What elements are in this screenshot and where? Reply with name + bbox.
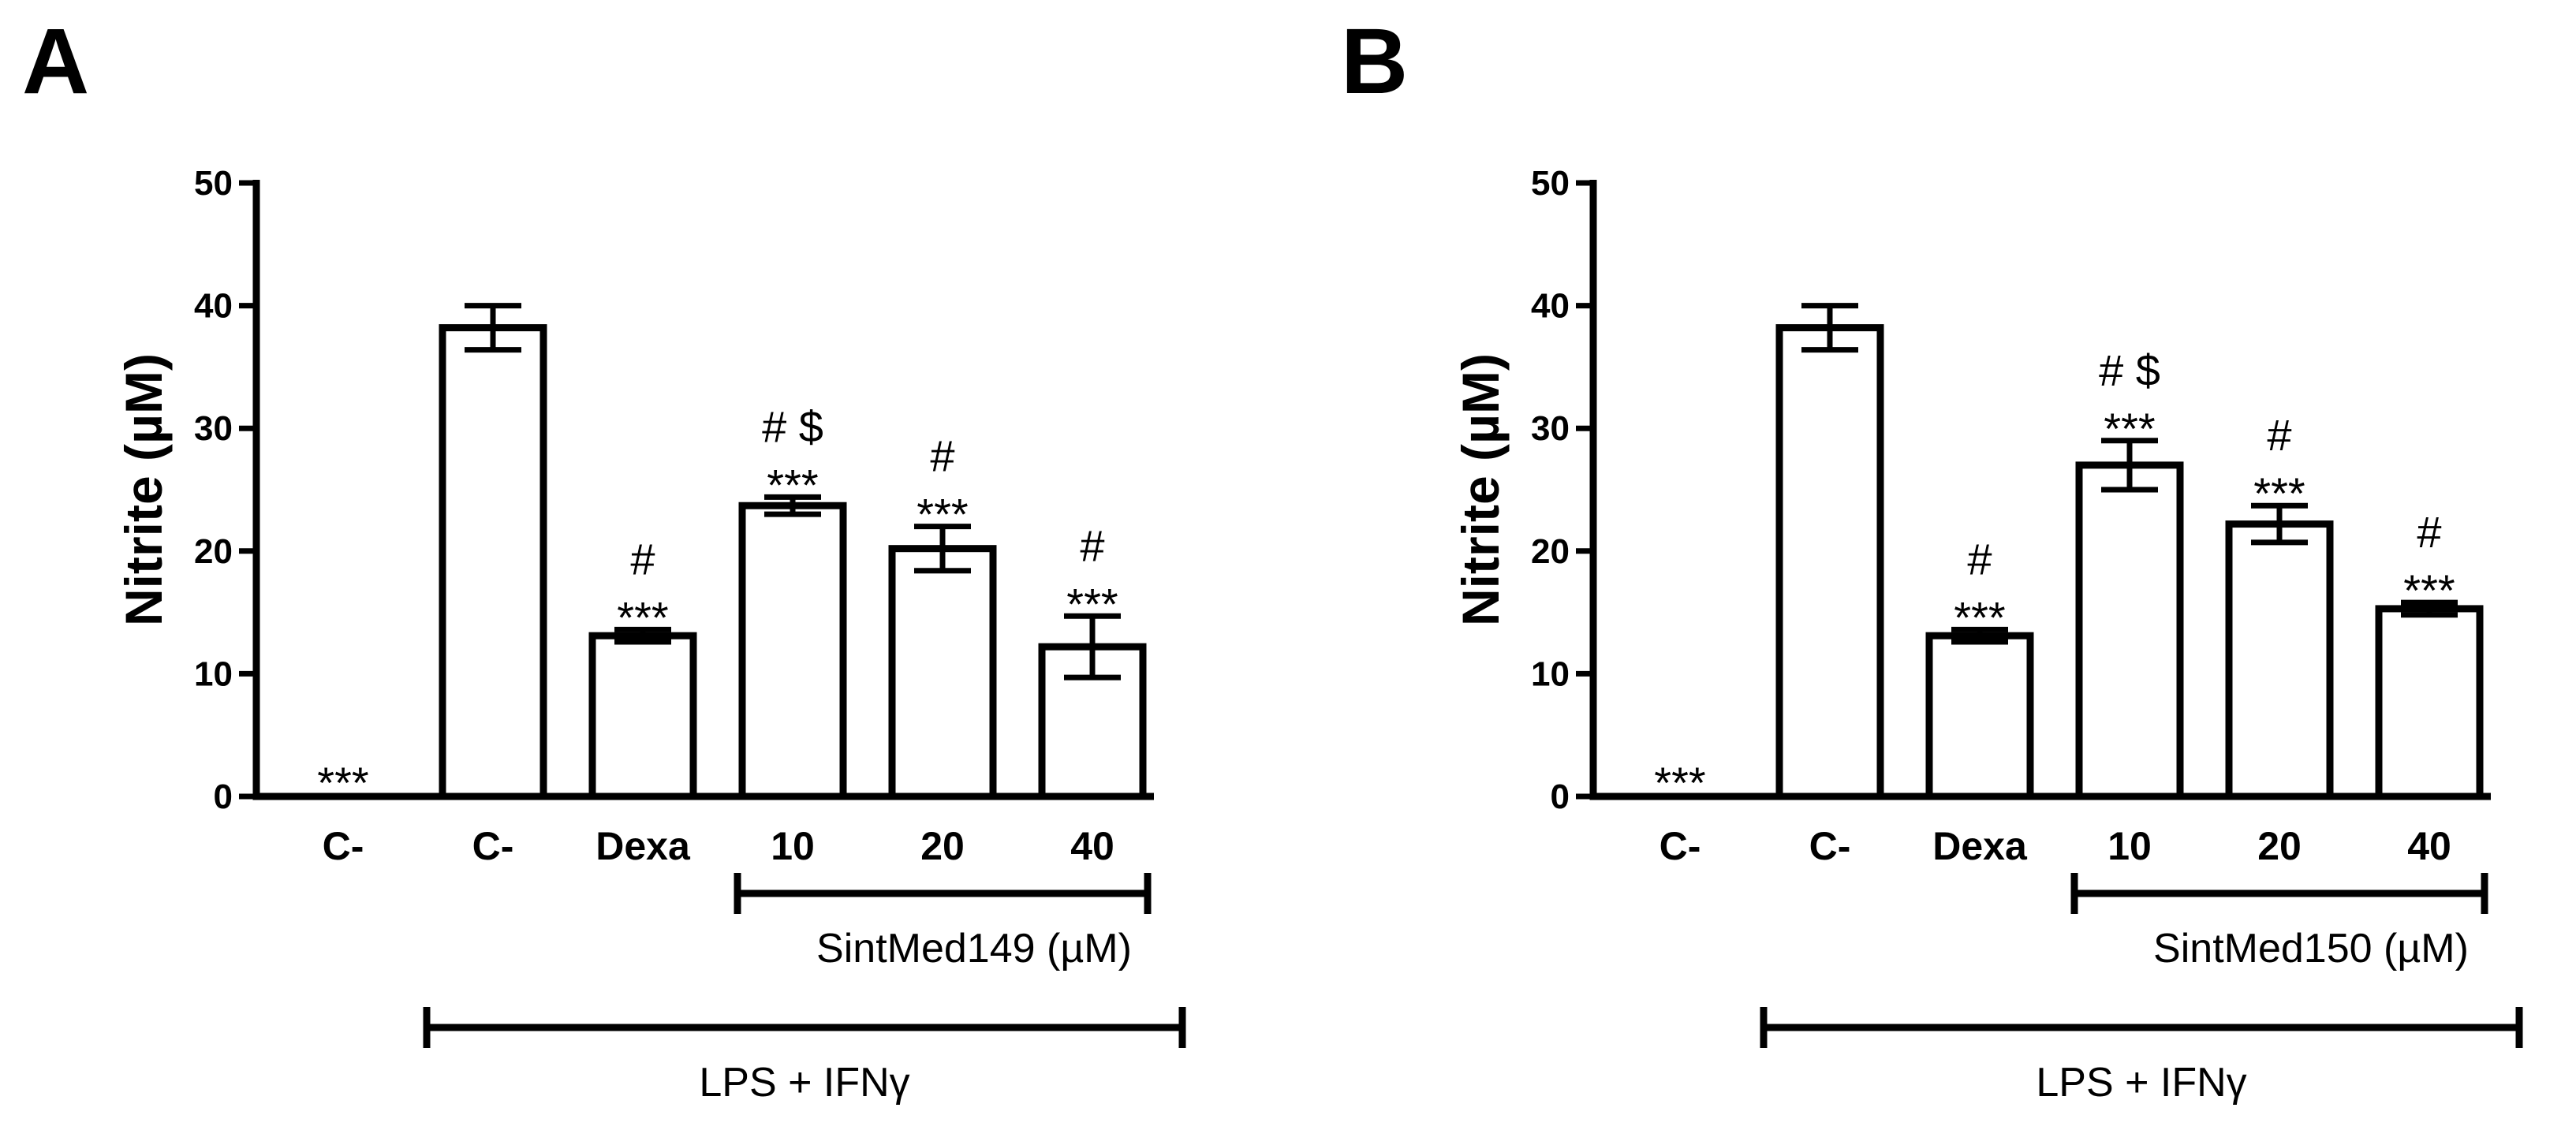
bar <box>2225 520 2334 800</box>
y-tick-label: 20 <box>194 532 233 571</box>
y-tick-label: 0 <box>1551 778 1570 816</box>
y-tick-label: 0 <box>214 778 233 816</box>
panel-letter: A <box>22 9 89 114</box>
category-label: Dexa <box>595 824 691 868</box>
treatment-bracket-label: SintMed150 (µM) <box>2153 926 2469 972</box>
significance-mark: *** <box>767 460 818 509</box>
significance-mark: # <box>1967 534 1992 584</box>
category-label: 10 <box>771 824 815 868</box>
significance-mark: # <box>2267 410 2291 460</box>
significance-mark: # <box>2417 507 2441 557</box>
stimulus-bracket-label: LPS + IFNγ <box>2036 1060 2246 1106</box>
category-label: 40 <box>1070 824 1114 868</box>
y-axis-label: Nitrite (µM) <box>1451 353 1510 626</box>
category-label: C- <box>323 824 364 868</box>
treatment-bracket-label: SintMed149 (µM) <box>816 926 1132 972</box>
significance-mark: # $ <box>762 401 823 451</box>
category-label: 40 <box>2407 824 2451 868</box>
y-axis-label: Nitrite (µM) <box>114 353 173 626</box>
bar <box>439 324 547 800</box>
significance-mark: *** <box>917 490 968 539</box>
y-tick-label: 50 <box>194 164 233 203</box>
significance-mark: *** <box>1066 579 1118 628</box>
bar <box>588 632 697 800</box>
y-tick-label: 40 <box>1531 287 1570 326</box>
significance-mark: *** <box>1654 758 1705 807</box>
bar <box>2375 605 2484 800</box>
category-label: Dexa <box>1932 824 2028 868</box>
significance-mark: *** <box>317 758 368 807</box>
category-label: 20 <box>2257 824 2302 868</box>
significance-mark: *** <box>2253 468 2305 518</box>
significance-mark: # $ <box>2099 345 2160 395</box>
category-label: C- <box>472 824 514 868</box>
bar <box>1775 324 1884 800</box>
significance-mark: # <box>930 431 954 481</box>
y-tick-label: 30 <box>1531 409 1570 448</box>
significance-mark: *** <box>617 592 668 642</box>
significance-mark: # <box>630 534 655 584</box>
significance-mark: *** <box>1954 592 2005 642</box>
chart-panel-b: 0 10 20 30 40 50 Nitrite (µM) C- C- Dexa 10 20 40 ***… <box>1451 164 2523 1106</box>
bar <box>888 545 997 800</box>
bar <box>1925 632 2034 800</box>
y-tick-label: 10 <box>1531 655 1570 693</box>
y-tick-label: 30 <box>194 409 233 448</box>
y-tick-label: 10 <box>194 655 233 693</box>
category-label: 10 <box>2107 824 2152 868</box>
y-tick-label: 40 <box>194 287 233 326</box>
category-label: C- <box>1809 824 1851 868</box>
significance-mark: *** <box>2104 404 2155 453</box>
chart-panel-a: 0 10 20 30 40 50 Nitrite (µM) C- C- Dexa 10 20 40 ***… <box>114 164 1186 1106</box>
bar <box>2075 461 2184 800</box>
panel-letter: B <box>1341 9 1408 114</box>
y-tick-label: 20 <box>1531 532 1570 571</box>
y-tick-label: 50 <box>1531 164 1570 203</box>
category-label: C- <box>1659 824 1701 868</box>
bar <box>738 502 847 800</box>
stimulus-bracket-label: LPS + IFNγ <box>699 1060 909 1106</box>
significance-mark: # <box>1080 520 1104 570</box>
category-label: 20 <box>920 824 965 868</box>
significance-mark: *** <box>2403 565 2455 615</box>
